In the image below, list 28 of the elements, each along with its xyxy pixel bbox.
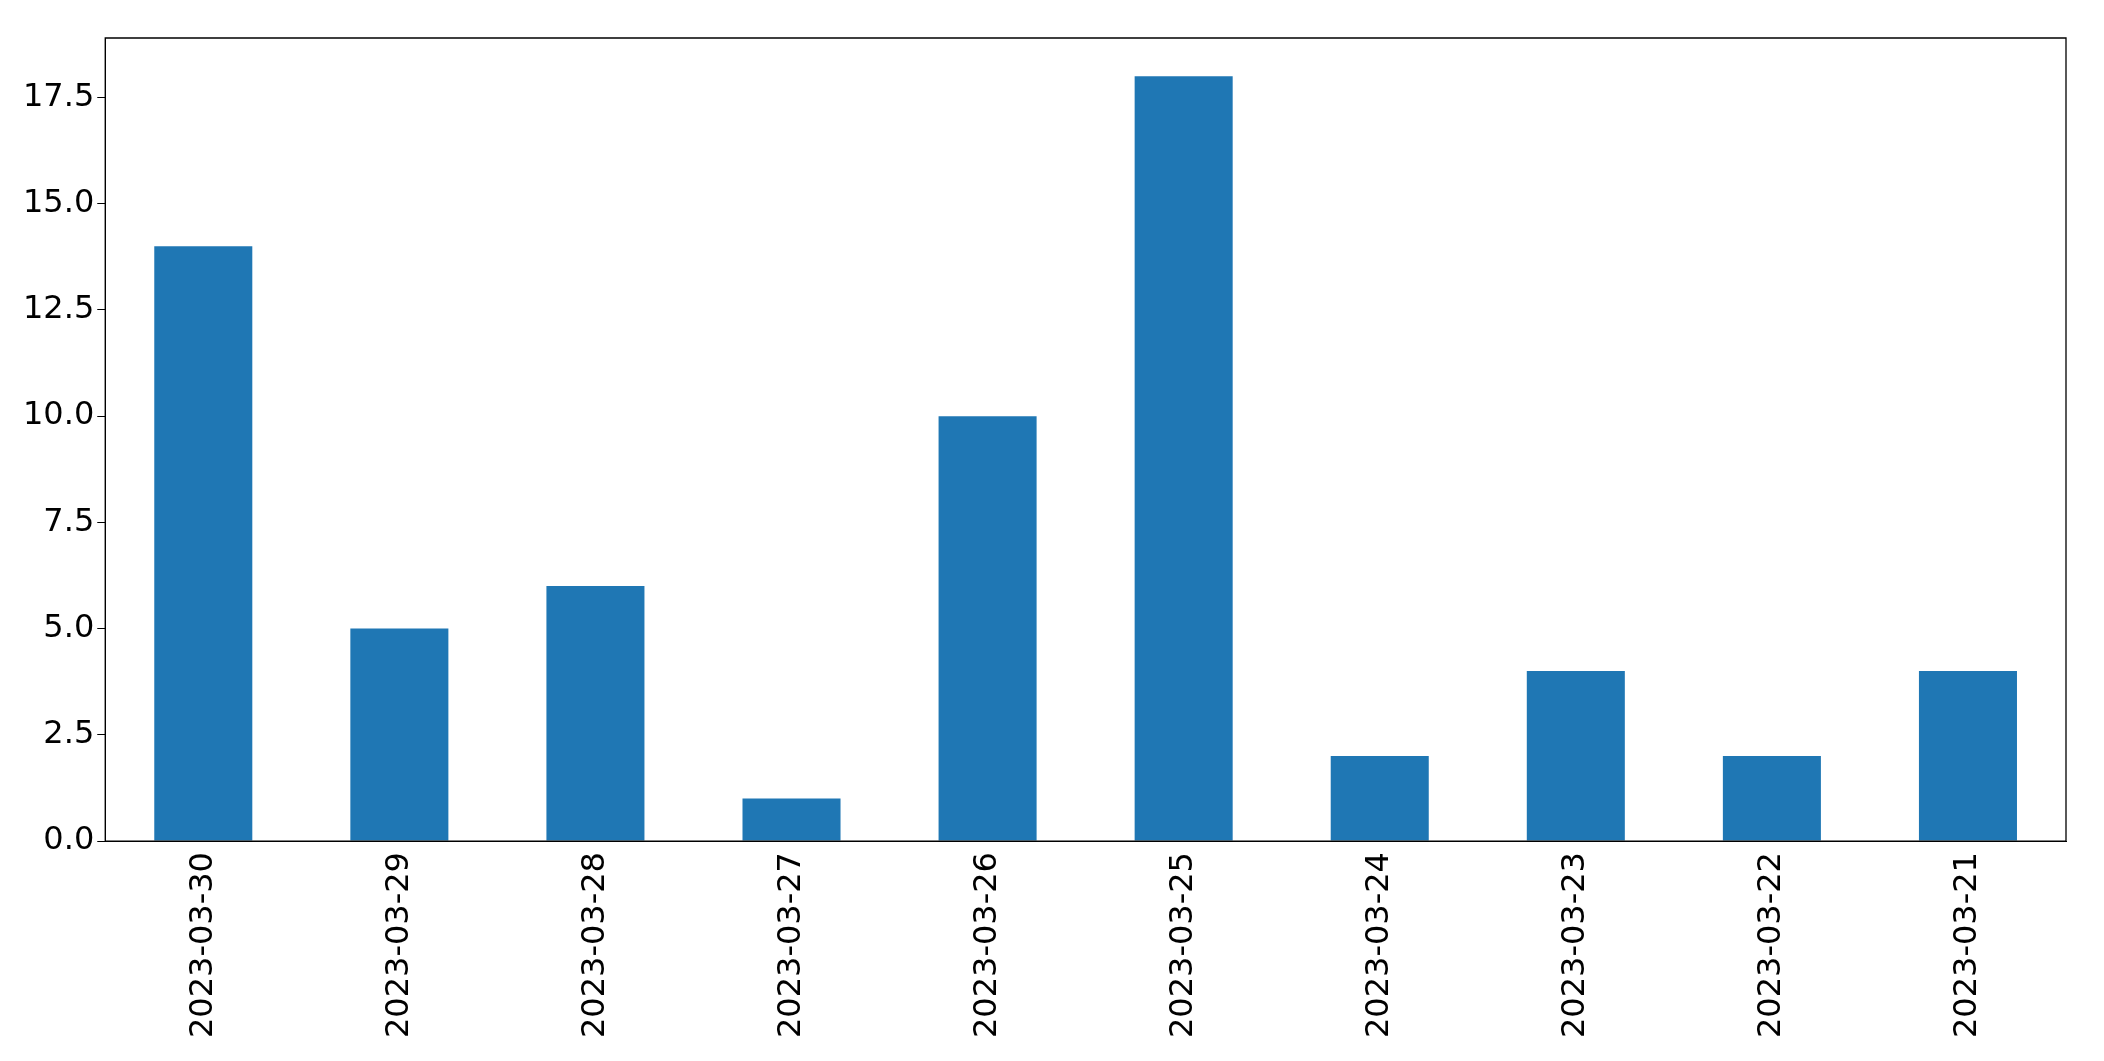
y-tick-label: 17.5 [23,75,95,114]
y-tick-label: 7.5 [43,500,95,539]
y-tick-label: 2.5 [43,713,95,752]
bar [1918,671,2017,841]
x-tick-label: 2023-03-22 [1750,852,1789,1038]
x-tick-label: 2023-03-23 [1554,852,1593,1038]
x-tick-label: 2023-03-25 [1161,852,1200,1038]
x-tick-label: 2023-03-27 [769,852,808,1038]
y-tick-label: 5.0 [43,606,95,645]
x-tick-label: 2023-03-21 [1946,852,1985,1038]
x-tick-label: 2023-03-29 [377,852,416,1038]
bar [742,798,841,841]
x-tick-label: 2023-03-28 [573,852,612,1038]
bar [938,416,1037,841]
y-tick-label: 12.5 [23,288,95,327]
x-tick-label: 2023-03-26 [965,852,1004,1038]
bar [350,628,449,841]
bar [1134,76,1233,841]
y-tick-label: 0.0 [43,819,95,858]
bar [1526,671,1625,841]
y-tick-label: 10.0 [23,394,95,433]
x-tick-label: 2023-03-24 [1358,852,1397,1038]
y-tick-label: 15.0 [23,182,95,221]
bar [546,586,645,841]
bar [1330,756,1429,841]
x-tick-label: 2023-03-30 [181,852,220,1038]
bar [154,246,253,841]
bar [1722,756,1821,841]
